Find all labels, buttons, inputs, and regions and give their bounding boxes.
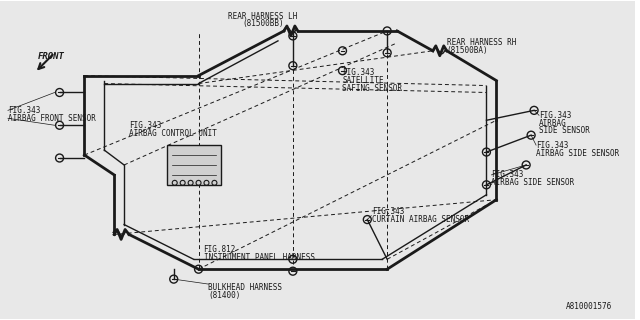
Text: INSTRUMENT PANEL HARNESS: INSTRUMENT PANEL HARNESS (204, 253, 314, 262)
Text: FIG.343: FIG.343 (342, 68, 375, 77)
Text: FIG.812: FIG.812 (204, 245, 236, 254)
Text: REAR HARNESS RH: REAR HARNESS RH (447, 38, 516, 47)
Text: AIRBAG: AIRBAG (539, 119, 567, 128)
Text: FIG.343: FIG.343 (372, 207, 404, 216)
Text: FRONT: FRONT (38, 52, 65, 61)
Text: REAR HARNESS LH: REAR HARNESS LH (228, 12, 298, 20)
Text: FIG.343: FIG.343 (539, 111, 572, 120)
Text: A810001576: A810001576 (566, 302, 612, 311)
Text: AIRBAG FRONT SENSOR: AIRBAG FRONT SENSOR (8, 114, 96, 123)
Text: SATELLITE: SATELLITE (342, 76, 384, 85)
Text: (81400): (81400) (209, 291, 241, 300)
Text: FIG.343: FIG.343 (492, 170, 524, 180)
Text: FIG.343: FIG.343 (129, 121, 161, 130)
Text: FIG.343: FIG.343 (8, 106, 40, 115)
Text: AIRBAG CONTROL UNIT: AIRBAG CONTROL UNIT (129, 129, 217, 138)
Text: (81500BA): (81500BA) (447, 46, 488, 55)
Text: AIRBAG SIDE SENSOR: AIRBAG SIDE SENSOR (536, 148, 620, 157)
Text: SIDE SENSOR: SIDE SENSOR (539, 126, 590, 135)
Text: BULKHEAD HARNESS: BULKHEAD HARNESS (209, 283, 282, 292)
Text: AIRBAG SIDE SENSOR: AIRBAG SIDE SENSOR (492, 178, 575, 187)
Text: (81500BB): (81500BB) (243, 20, 284, 28)
Text: CURTAIN AIRBAG SENSOR: CURTAIN AIRBAG SENSOR (372, 215, 469, 224)
Bar (167, 145, 221, 185)
Text: FIG.343: FIG.343 (536, 140, 568, 150)
Text: SAFING SENSOR: SAFING SENSOR (342, 84, 403, 93)
